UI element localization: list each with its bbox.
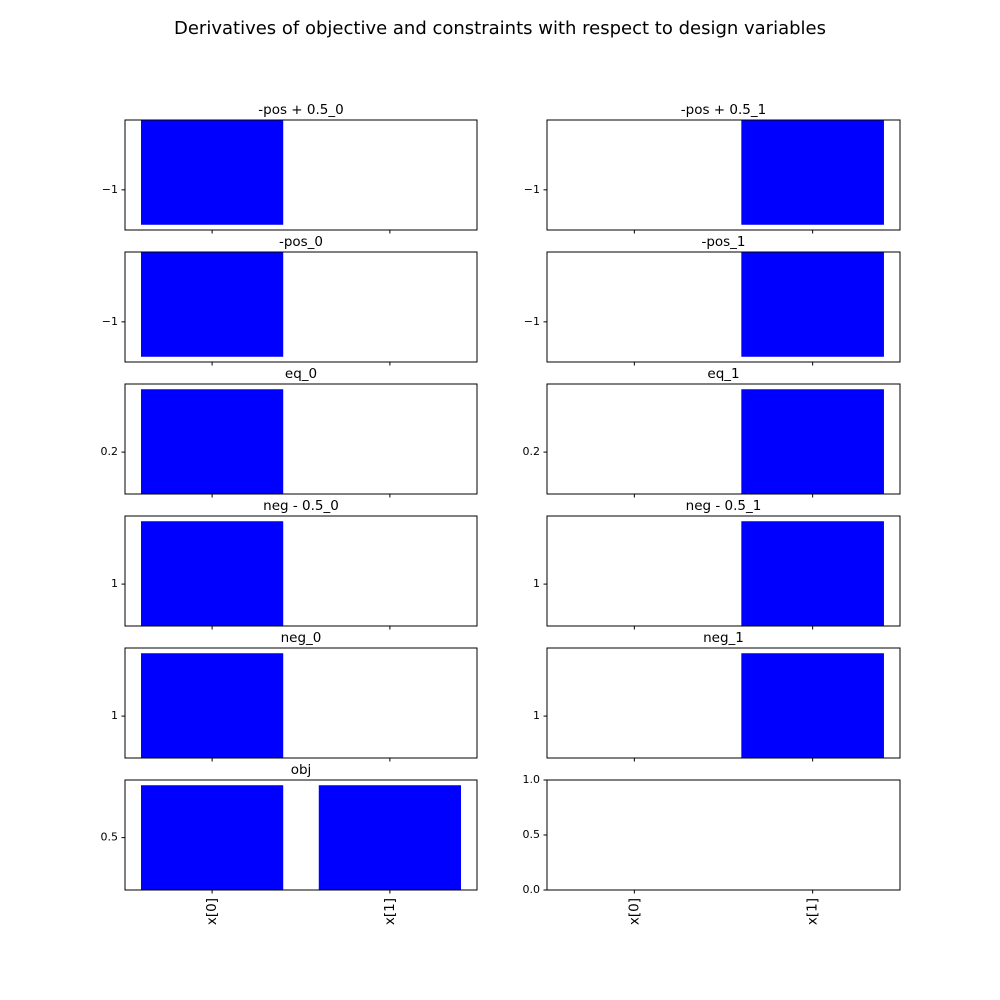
panel-title: neg_1 xyxy=(703,630,744,646)
axes-frame xyxy=(124,383,478,495)
axes-frame xyxy=(124,515,478,627)
bar xyxy=(141,252,284,357)
bar xyxy=(741,521,884,626)
axes-frame xyxy=(124,647,478,759)
panel-title: -pos + 0.5_1 xyxy=(681,102,766,118)
panel-title: -pos + 0.5_0 xyxy=(258,102,343,118)
y-tick-label: 1 xyxy=(111,709,118,722)
bar xyxy=(141,785,284,890)
axes-frame xyxy=(546,251,901,363)
bar xyxy=(741,653,884,758)
y-tick-label: 1 xyxy=(111,577,118,590)
x-tick-label: x[1] xyxy=(382,898,398,925)
y-tick-label: 0.0 xyxy=(523,883,541,896)
y-tick-label: −1 xyxy=(102,315,118,328)
bar xyxy=(741,252,884,357)
y-tick-label: −1 xyxy=(102,183,118,196)
y-tick-label: 0.2 xyxy=(101,445,119,458)
x-tick-label: x[0] xyxy=(626,898,642,925)
bar xyxy=(741,389,884,494)
figure-title: Derivatives of objective and constraints… xyxy=(174,18,826,39)
bar xyxy=(141,521,284,626)
bar xyxy=(141,653,284,758)
axes-frame xyxy=(546,383,901,495)
x-tick-label: x[1] xyxy=(805,898,821,925)
bar xyxy=(141,120,284,225)
y-tick-label: 1.0 xyxy=(523,773,541,786)
axes-frame xyxy=(124,251,478,363)
bar xyxy=(741,120,884,225)
y-tick-label: 0.5 xyxy=(523,828,541,841)
bar xyxy=(141,389,284,494)
panel-title: neg_0 xyxy=(281,630,322,646)
axes-frame xyxy=(124,779,478,891)
panel-title: eq_0 xyxy=(285,366,317,382)
y-tick-label: 0.2 xyxy=(523,445,541,458)
x-tick-label: x[0] xyxy=(204,898,220,925)
bar xyxy=(318,785,461,890)
panel-title: neg - 0.5_1 xyxy=(686,498,762,514)
axes-frame xyxy=(546,515,901,627)
y-tick-label: 1 xyxy=(533,577,540,590)
panel-title: -pos_0 xyxy=(279,234,323,250)
axes-frame xyxy=(546,119,901,231)
y-tick-label: −1 xyxy=(524,183,540,196)
panel-title: eq_1 xyxy=(707,366,739,382)
axes-frame xyxy=(124,119,478,231)
panel-title: -pos_1 xyxy=(701,234,745,250)
panel-title: obj xyxy=(291,762,312,778)
axes-frame xyxy=(546,647,901,759)
y-tick-label: −1 xyxy=(524,315,540,328)
y-tick-label: 1 xyxy=(533,709,540,722)
y-tick-label: 0.5 xyxy=(101,831,119,844)
panel-title: neg - 0.5_0 xyxy=(263,498,339,514)
